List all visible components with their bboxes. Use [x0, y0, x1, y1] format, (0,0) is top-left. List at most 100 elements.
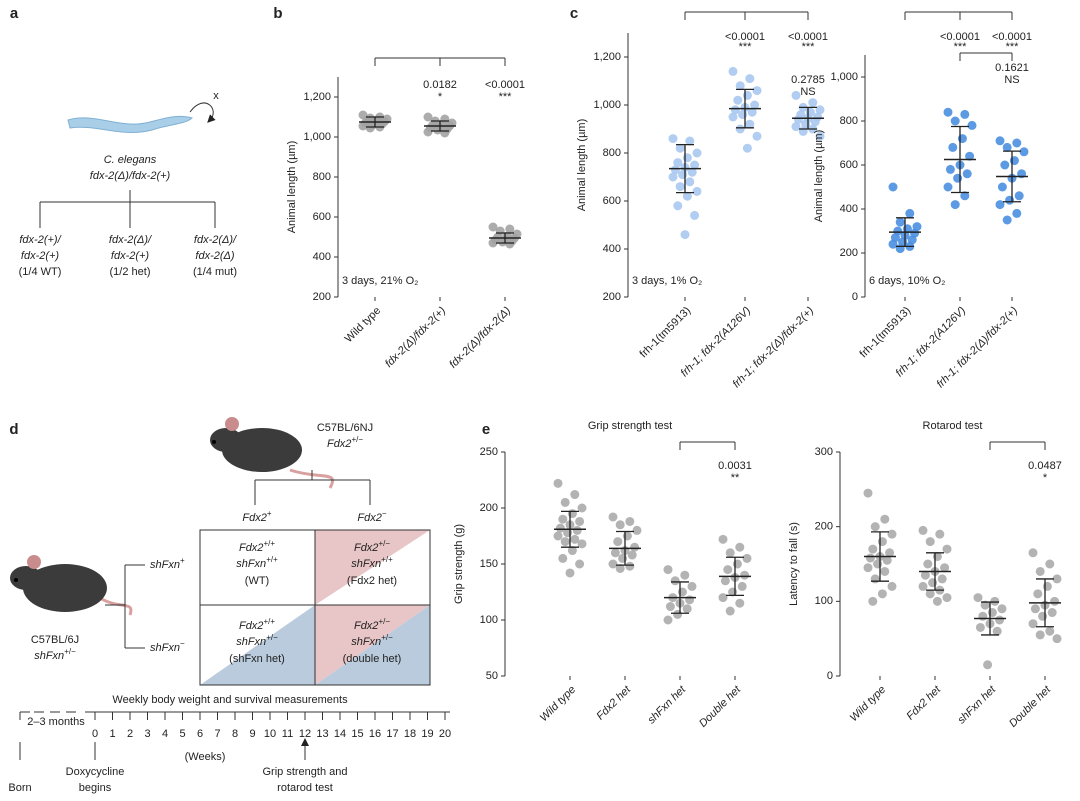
data-point [953, 173, 963, 183]
y-axis-label: Animal length (µm) [813, 130, 825, 223]
data-point [668, 134, 678, 144]
data-point [358, 121, 368, 131]
week-label: 11 [282, 728, 293, 740]
y-axis-label: Animal length (µm) [576, 119, 588, 212]
data-point [732, 559, 742, 569]
cell-fill [315, 605, 430, 685]
gene: shFxn [236, 636, 266, 648]
data-point [960, 109, 970, 119]
allele: +/− [381, 633, 393, 642]
data-point [870, 522, 880, 532]
strain: C57BL/6J [31, 634, 79, 646]
data-point [925, 537, 935, 547]
allele: +/+ [263, 539, 275, 548]
data-point [905, 208, 915, 218]
data-point [558, 553, 568, 563]
data-point [735, 598, 745, 608]
allele: − [382, 509, 387, 518]
y-tick-label: 150 [480, 558, 498, 570]
x-tick-label: fdx-2(Δ)/fdx-2(Δ) [447, 304, 513, 370]
data-point [895, 244, 905, 254]
annotation: 3 days, 21% O₂ [342, 275, 418, 287]
data-point [565, 568, 575, 578]
data-point [735, 542, 745, 552]
week-label: 13 [316, 728, 328, 740]
offspring-genotype: fdx-2(+) [21, 250, 60, 262]
week-label: 6 [197, 728, 203, 740]
p-value: <0.0001 [788, 31, 828, 43]
week-label: 1 [109, 728, 115, 740]
y-tick-label: 50 [486, 670, 498, 682]
data-point [882, 555, 892, 565]
data-point [1052, 634, 1062, 644]
week-label: 3 [144, 728, 150, 740]
allele: +/+ [381, 555, 393, 564]
data-point [873, 559, 883, 569]
data-point [440, 128, 450, 138]
mouse-left [10, 555, 133, 616]
x-tick-label: shFxn het [956, 683, 999, 726]
week-label: 14 [334, 728, 346, 740]
data-point [752, 131, 762, 141]
week-label: 0 [92, 728, 98, 740]
data-point [575, 516, 585, 526]
data-point [937, 574, 947, 584]
data-point [1005, 195, 1015, 205]
tree [105, 564, 145, 649]
data-point [663, 615, 673, 625]
data-point [877, 589, 887, 599]
data-point [608, 559, 618, 569]
x-tick-label: Fdx2 het [594, 683, 633, 722]
y-tick-label: 1,000 [830, 71, 858, 83]
data-point [687, 581, 697, 591]
organism: C. elegans [104, 154, 157, 166]
p-value: <0.0001 [992, 31, 1032, 43]
y-tick-label: 200 [313, 291, 331, 303]
data-point [943, 107, 953, 117]
data-point [815, 131, 825, 141]
data-point [967, 120, 977, 130]
week-label: 18 [404, 728, 416, 740]
data-point [575, 559, 585, 569]
week-label: 16 [369, 728, 381, 740]
y-axis-label: Grip strength (g) [453, 524, 465, 604]
data-point [718, 593, 728, 603]
data-point [553, 478, 563, 488]
cell-genotype: Fdx2+/− [354, 539, 390, 554]
panel-label: a [10, 5, 19, 22]
data-point [962, 169, 972, 179]
self-arrow [189, 102, 216, 123]
week-label: 20 [439, 728, 451, 740]
gene: shFxn [150, 559, 180, 571]
x-tick-label: frh-1(tm5913) [638, 305, 694, 361]
data-point [735, 124, 745, 134]
mouse-top [210, 417, 334, 489]
data-point [682, 153, 692, 163]
y-tick-label: 600 [313, 211, 331, 223]
allele: +/− [266, 633, 278, 642]
data-point [1045, 626, 1055, 636]
x-tick-label: Fdx2 het [904, 683, 943, 722]
column-header: Fdx2− [357, 509, 386, 524]
data-point [622, 531, 632, 541]
significance: *** [1006, 41, 1020, 53]
data-point [865, 553, 875, 563]
y-tick-label: 250 [480, 446, 498, 458]
data-point [423, 112, 433, 122]
significance: *** [739, 41, 753, 53]
allele: +/− [351, 435, 363, 444]
y-tick-label: 100 [480, 614, 498, 626]
data-point [752, 86, 762, 96]
significance: NS [1004, 74, 1019, 86]
data-point [663, 565, 673, 575]
data-point [980, 600, 990, 610]
data-point [678, 170, 688, 180]
data-point [960, 191, 970, 201]
data-point [1047, 608, 1057, 618]
data-point [995, 136, 1005, 146]
data-point [570, 534, 580, 544]
event-label: Born [8, 782, 31, 794]
gene: Fdx2 [242, 512, 266, 524]
row-header: shFxn− [150, 639, 185, 654]
